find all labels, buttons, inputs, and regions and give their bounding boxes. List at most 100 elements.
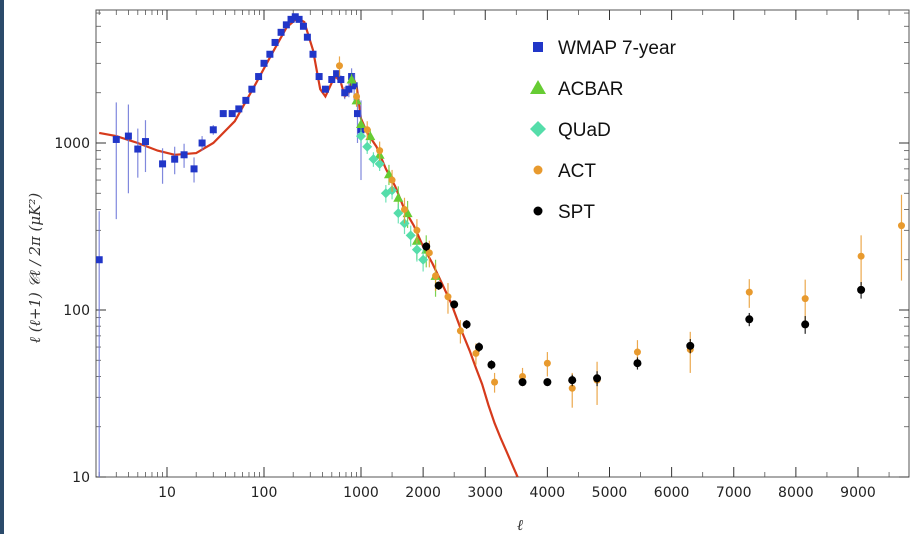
data-point-square xyxy=(228,110,236,118)
data-point-circle xyxy=(801,320,810,329)
data-point-triangle xyxy=(393,192,404,202)
y-tick-label: 1000 xyxy=(54,136,90,152)
data-point-circle xyxy=(388,176,396,184)
data-point-diamond xyxy=(356,131,366,142)
data-point-square xyxy=(159,160,167,168)
data-point-circle xyxy=(413,226,421,234)
data-point-square xyxy=(134,145,142,153)
data-point-diamond xyxy=(374,158,385,169)
data-point-diamond xyxy=(393,208,404,219)
x-tick-label: 1000 xyxy=(343,485,379,501)
data-point-circle xyxy=(432,272,440,280)
data-point-square xyxy=(219,110,227,118)
x-axis-label: ℓ xyxy=(517,516,523,534)
series-layer xyxy=(96,13,905,477)
series-wmap-7-year xyxy=(96,13,365,477)
data-point-circle xyxy=(472,349,480,357)
legend-marker-circle xyxy=(533,165,543,175)
data-point-square xyxy=(266,50,274,58)
data-point-circle xyxy=(444,293,452,301)
legend-label: ACBAR xyxy=(558,79,623,100)
data-point-circle xyxy=(422,242,431,251)
data-point-square xyxy=(315,73,323,81)
legend-label: SPT xyxy=(558,202,595,223)
x-tick-label: 5000 xyxy=(592,485,628,501)
legend-label: QUaD xyxy=(558,120,611,141)
data-point-square xyxy=(260,59,268,67)
data-point-square xyxy=(282,21,290,29)
data-point-circle xyxy=(487,360,496,369)
data-point-square xyxy=(295,15,303,23)
data-point-square xyxy=(299,22,307,30)
data-point-circle xyxy=(518,378,527,387)
data-point-circle xyxy=(400,205,408,213)
x-tick-label: 9000 xyxy=(840,485,876,501)
data-point-circle xyxy=(462,320,471,329)
data-point-circle xyxy=(353,92,361,100)
x-tick-label: 10 xyxy=(158,485,176,501)
data-point-square xyxy=(235,105,243,113)
data-point-diamond xyxy=(405,230,416,241)
data-point-circle xyxy=(456,327,464,335)
data-point-circle xyxy=(335,62,343,70)
data-point-circle xyxy=(593,374,602,383)
data-point-square xyxy=(242,96,250,104)
legend-item: WMAP 7-year xyxy=(533,38,677,59)
data-point-square xyxy=(96,256,103,264)
data-point-circle xyxy=(450,300,459,309)
data-point-circle xyxy=(543,359,551,367)
data-point-diamond xyxy=(418,254,429,265)
data-point-circle xyxy=(568,384,576,392)
legend-label: ACT xyxy=(558,161,596,182)
data-point-square xyxy=(141,138,149,146)
data-point-circle xyxy=(491,378,499,386)
series-spt xyxy=(422,242,866,387)
data-point-circle xyxy=(568,376,577,385)
data-point-triangle xyxy=(365,131,376,141)
data-point-square xyxy=(209,126,217,134)
left-edge-band xyxy=(0,0,4,534)
y-tick-label: 10 xyxy=(72,470,90,486)
legend-item: QUaD xyxy=(530,120,611,141)
data-point-square xyxy=(303,33,311,41)
legend-item: SPT xyxy=(533,202,595,223)
data-point-triangle xyxy=(346,74,357,84)
data-point-diamond xyxy=(368,154,379,165)
data-point-circle xyxy=(363,126,371,134)
data-point-square xyxy=(198,139,206,147)
data-point-square xyxy=(255,73,263,81)
legend-label: WMAP 7-year xyxy=(558,38,677,59)
data-point-square xyxy=(291,13,299,21)
data-point-circle xyxy=(425,249,433,257)
data-point-square xyxy=(328,76,336,84)
data-point-square xyxy=(277,28,285,36)
data-point-square xyxy=(248,85,256,93)
y-tick-label: 100 xyxy=(63,303,90,319)
data-point-diamond xyxy=(411,244,422,255)
data-point-square xyxy=(309,50,317,58)
data-point-square xyxy=(345,85,353,93)
x-tick-label: 2000 xyxy=(405,485,441,501)
axis-ticks: 10 100 1000 10 100 1000 2000 3000 4000 5000 6000 70… xyxy=(54,10,909,501)
data-point-circle xyxy=(633,359,642,368)
x-tick-label: 8000 xyxy=(778,485,814,501)
x-tick-label: 4000 xyxy=(530,485,566,501)
data-point-square xyxy=(321,85,329,93)
data-point-triangle xyxy=(402,208,413,218)
data-point-square xyxy=(180,151,188,159)
y-axis-label: ℓ (ℓ+1) 𝒞ℓ / 2π (μK²) xyxy=(26,193,44,344)
data-point-circle xyxy=(857,285,866,294)
legend: WMAP 7-year ACBAR QUaD ACT SPT xyxy=(530,38,677,223)
data-point-square xyxy=(112,135,120,143)
data-point-circle xyxy=(519,372,527,380)
data-point-circle xyxy=(686,341,695,350)
data-point-circle xyxy=(897,222,905,230)
x-tick-label: 100 xyxy=(251,485,278,501)
legend-marker-square xyxy=(533,42,543,52)
data-point-circle xyxy=(857,252,865,260)
data-point-square xyxy=(350,82,358,90)
legend-item: ACT xyxy=(533,161,596,182)
data-point-circle xyxy=(376,147,384,155)
data-point-triangle xyxy=(356,118,366,128)
